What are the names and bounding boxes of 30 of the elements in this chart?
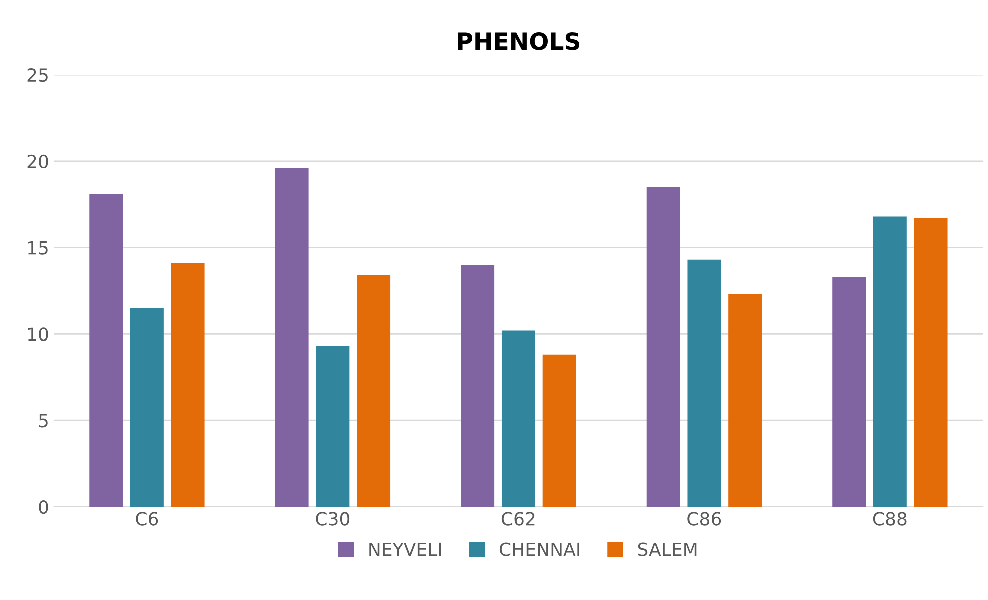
y-tick-label: 20 (28, 154, 48, 169)
y-tick-label: 15 (28, 241, 48, 255)
bar (542, 354, 576, 507)
bar (275, 168, 309, 507)
x-tick-label: C6 (136, 512, 158, 526)
bar (316, 346, 350, 507)
bar (130, 308, 164, 507)
chart-title: PHENOLS (458, 32, 580, 50)
bar (357, 275, 391, 507)
legend-label: NEYVELI (370, 542, 442, 556)
bar (873, 216, 907, 507)
y-tick-label: 0 (39, 500, 48, 514)
bar (646, 187, 680, 507)
bar (502, 330, 536, 507)
x-tick-label: C86 (688, 512, 722, 526)
legend-label: CHENNAI (500, 542, 580, 556)
bar (728, 294, 762, 507)
bar (914, 218, 948, 507)
x-tick-label: C88 (873, 512, 907, 526)
bar (832, 277, 866, 507)
bar (461, 265, 495, 507)
y-tick-label: 5 (39, 414, 48, 428)
y-tick-label: 25 (28, 68, 48, 82)
x-tick-label: C30 (316, 512, 350, 526)
bar (688, 260, 722, 507)
x-tick-label: C62 (502, 512, 535, 526)
bar (90, 194, 124, 507)
y-tick-label: 10 (28, 328, 48, 342)
bar (171, 263, 205, 507)
legend-label: SALEM (638, 542, 697, 556)
